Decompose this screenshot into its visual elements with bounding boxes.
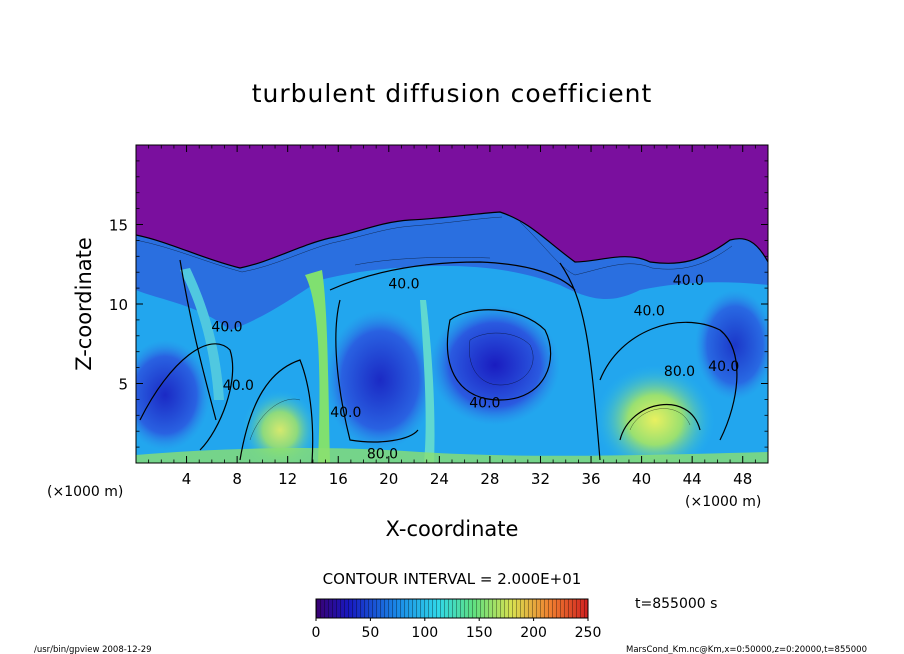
contour-label: 40.0 [223,378,254,394]
footer-right: MarsCond_Km.nc@Km,x=0:50000,z=0:20000,t=… [626,645,867,654]
contour-label: 40.0 [211,319,242,335]
y-tick-label: 10 [109,296,128,314]
y-tick-label: 15 [109,217,128,235]
time-label: t=855000 s [635,596,717,612]
x-tick-label: 4 [182,470,192,488]
x-unit-label: (×1000 m) [685,494,761,510]
x-tick-label: 48 [733,470,752,488]
contour-label-layer: 40.0 40.0 40.0 40.0 40.0 40.0 40.0 40.0 80.0 80.0 [211,273,739,462]
x-axis: 4 8 12 16 20 24 28 32 36 40 44 48 [135,145,769,488]
x-axis-title: X-coordinate [386,517,519,541]
x-tick-label: 8 [232,470,242,488]
colorbar-ticks: 0 50 100 150 200 250 [312,618,602,641]
colorbar-frame [315,598,589,619]
y-axis-title: Z-coordinate [72,237,96,371]
contour-interval: CONTOUR INTERVAL = 2.000E+01 [323,570,582,588]
contour-label: 80.0 [367,446,398,462]
x-tick-label: 20 [379,470,398,488]
colorbar-tick-label: 250 [575,625,602,641]
x-tick-label: 44 [683,470,702,488]
plume-west [180,268,224,400]
colorbar-tick-label: 0 [312,625,321,641]
updraft-column [420,300,435,463]
contour-label: 40.0 [708,359,739,375]
contour-label: 80.0 [664,364,695,380]
eddy-deep-west [136,340,210,450]
x-tick-label: 24 [430,470,449,488]
hot-spot-east [595,365,715,463]
contour-label: 40.0 [469,396,500,412]
colorbar: 0 50 100 150 200 250 [312,598,602,641]
y-unit-label: (×1000 m) [47,484,123,500]
colorbar-tick-label: 150 [466,625,493,641]
colorbar-tick-label: 100 [411,625,438,641]
colorbar-lines [316,599,588,618]
hot-spot-plume [242,390,318,463]
footer-left: /usr/bin/gpview 2008-12-29 [34,645,152,654]
x-tick-label: 40 [632,470,651,488]
plume-column [305,270,330,463]
contour-label: 40.0 [673,273,704,289]
x-tick-label: 36 [581,470,600,488]
y-axis: 5 10 15 [109,144,768,464]
heatmap-field: 40.0 40.0 40.0 40.0 40.0 40.0 40.0 40.0 80.0 80.0 [136,145,768,463]
contour-texture [136,216,733,441]
x-tick-label: 32 [531,470,550,488]
colorbar-tick-label: 50 [361,625,379,641]
x-tick-label: 12 [278,470,297,488]
eddy-deep-center [430,305,560,425]
x-tick-label: 28 [480,470,499,488]
ground-glow [136,448,768,463]
x-tick-label: 16 [329,470,348,488]
contour-lines [136,211,768,463]
colorbar-tick-label: 200 [520,625,547,641]
chart-title: turbulent diffusion coefficient [252,79,653,108]
eddy-deep-left [325,310,435,450]
y-tick-label: 5 [118,376,128,394]
contour-label: 40.0 [634,303,665,319]
contour-label: 40.0 [330,405,361,421]
contour-label: 40.0 [388,276,419,292]
